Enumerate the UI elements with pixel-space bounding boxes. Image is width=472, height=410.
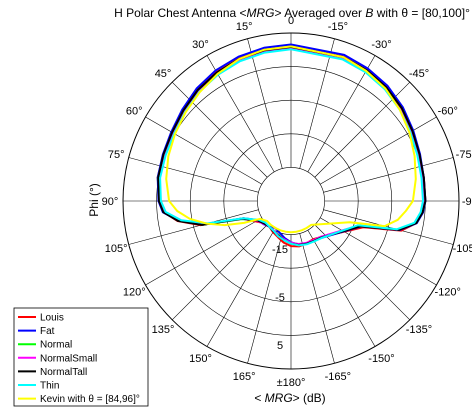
angle-tick-label: 30° <box>192 39 209 51</box>
grid-spoke <box>307 229 376 347</box>
phi-axis-label: Phi (°) <box>87 183 101 216</box>
angle-tick-label: ±180° <box>277 377 306 389</box>
angle-tick-label: 165° <box>233 371 256 383</box>
legend-label: NormalSmall <box>40 353 97 364</box>
angle-tick-label: -120° <box>435 287 461 299</box>
angle-tick-label: 120° <box>123 287 146 299</box>
title-main: H Polar Chest Antenna < <box>114 6 246 20</box>
angle-tick-label: 75° <box>108 149 125 161</box>
series-line-normal <box>157 46 426 246</box>
series-line-normaltall <box>157 45 427 246</box>
legend-label: Normal <box>40 340 72 351</box>
grid-spoke <box>299 233 335 364</box>
angle-tick-label: -45° <box>409 68 429 80</box>
angle-tick-label: -15° <box>328 21 348 33</box>
grid-spoke <box>206 229 275 347</box>
series-line-fat <box>156 43 427 246</box>
grid-spoke <box>299 38 335 169</box>
angle-tick-label: 45° <box>155 68 172 80</box>
title-end: with θ = [80,100]° <box>373 6 470 20</box>
angle-tick-label: -90° <box>462 196 472 208</box>
title-b: B <box>365 6 373 20</box>
angle-tick-label: 150° <box>189 353 212 365</box>
grid-spoke <box>247 233 283 364</box>
legend-label: Fat <box>40 326 55 337</box>
legend: Louis Fat Normal NormalSmall NormalTall Thin K… <box>13 307 149 407</box>
polar-grid <box>122 32 460 370</box>
legend-label: Thin <box>40 381 59 392</box>
angle-tick-label: -75° <box>456 149 472 161</box>
angle-tick-label: 0 <box>288 15 294 27</box>
grid-spoke <box>247 38 283 169</box>
angle-tick-label: 60° <box>126 106 143 118</box>
grid-spoke <box>323 157 454 193</box>
grid-spoke <box>319 217 437 286</box>
angle-tick-label: -165° <box>325 371 351 383</box>
angle-tick-label: -60° <box>438 106 458 118</box>
angle-tick-label: 105° <box>105 243 128 255</box>
r-tick-label: -5 <box>275 292 285 304</box>
series-line-thin <box>159 48 424 247</box>
title-em: MRG <box>247 6 275 20</box>
legend-label: Louis <box>40 313 64 324</box>
angle-tick-label: 15° <box>236 21 253 33</box>
svg-text:H Polar Chest Antenna <MRG> Av: H Polar Chest Antenna <MRG> Averaged ove… <box>114 6 470 20</box>
angle-tick-label: -105° <box>453 243 472 255</box>
radius-tick-labels: -15 -5 5 <box>272 244 288 352</box>
angle-tick-labels: 0 15° -15° 30° -30° 45° -45° 60° -60° 75° -75° 90° -… <box>102 15 472 389</box>
series-line-normalsmall <box>157 46 426 245</box>
legend-label: NormalTall <box>40 367 87 378</box>
angle-tick-label: 135° <box>152 324 175 336</box>
angle-tick-label: -135° <box>406 324 432 336</box>
legend-box <box>13 307 149 407</box>
r-tick-label: 5 <box>277 340 283 352</box>
grid-spoke <box>314 224 411 321</box>
grid-spoke <box>171 224 268 321</box>
grid-spoke <box>145 217 263 286</box>
angle-tick-label: -30° <box>371 39 391 51</box>
series-lines <box>156 43 427 248</box>
grid-spoke <box>128 157 259 193</box>
grid-spoke <box>323 209 454 245</box>
grid-spoke <box>319 116 437 185</box>
grid-spoke <box>307 55 376 173</box>
series-line-kevin-with-84-96 <box>165 45 417 234</box>
legend-label: Kevin with θ = [84,96]° <box>40 394 140 405</box>
chart-title: H Polar Chest Antenna <MRG> Averaged ove… <box>114 6 470 20</box>
grid-spoke <box>171 81 268 178</box>
r-axis-label-pre: < <box>254 391 264 405</box>
r-axis-label-em: MRG <box>265 391 293 405</box>
r-axis-label-post: > (dB) <box>293 391 326 405</box>
r-tick-label: -15 <box>272 244 288 256</box>
angle-tick-label: 90° <box>102 196 119 208</box>
r-axis-label: < MRG> (dB) <box>254 391 325 405</box>
grid-spoke <box>128 209 259 245</box>
title-tail: > Averaged over <box>275 6 366 20</box>
grid-spoke <box>145 116 263 185</box>
angle-tick-label: -150° <box>368 353 394 365</box>
